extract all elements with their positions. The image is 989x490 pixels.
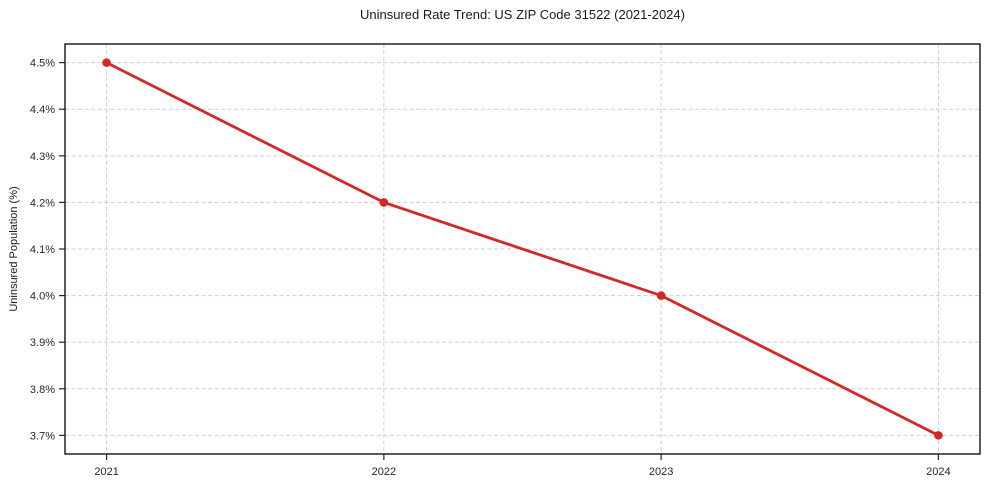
data-point <box>934 431 943 440</box>
data-point <box>102 58 111 67</box>
x-tick-label: 2022 <box>372 466 396 478</box>
y-tick-label: 3.7% <box>30 430 55 442</box>
y-tick-label: 4.5% <box>30 58 55 70</box>
data-point <box>656 291 666 300</box>
y-tick-label: 3.8% <box>30 384 55 396</box>
trend-line <box>105 61 940 437</box>
x-tick-label: 2021 <box>94 466 118 478</box>
x-tick-label: 2024 <box>926 466 950 478</box>
y-tick-label: 4.3% <box>30 151 55 163</box>
y-tick-label: 3.9% <box>30 337 55 349</box>
x-tick-label: 2023 <box>649 466 673 478</box>
y-tick-label: 4.1% <box>30 244 55 256</box>
chart-title: Uninsured Rate Trend: US ZIP Code 31522 … <box>360 7 685 22</box>
data-point <box>379 198 389 207</box>
y-tick-label: 4.4% <box>30 104 55 116</box>
y-tick-label: 4.0% <box>30 291 55 303</box>
y-tick-label: 4.2% <box>30 197 55 209</box>
